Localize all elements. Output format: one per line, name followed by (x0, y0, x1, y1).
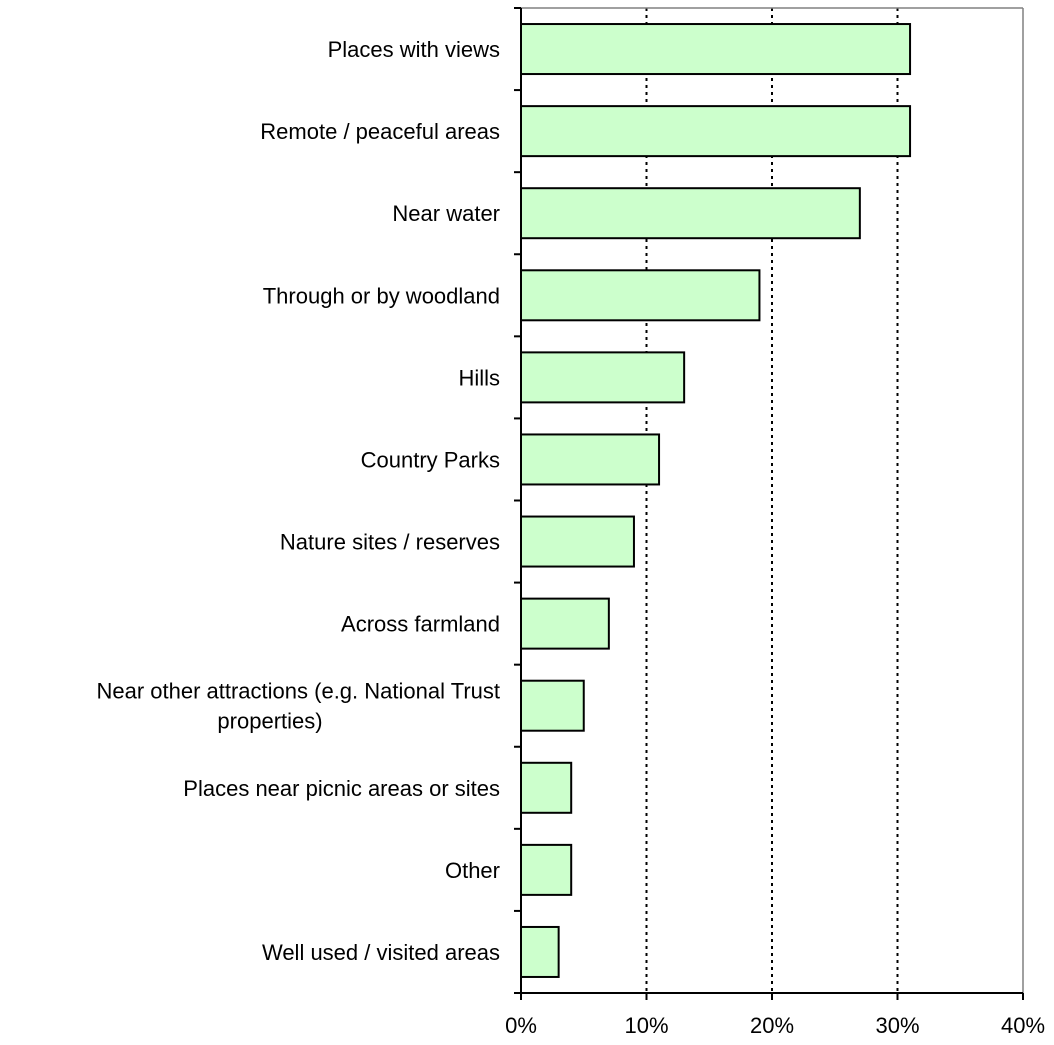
category-label-line: Other (445, 858, 500, 883)
category-label: Across farmland (341, 612, 500, 637)
x-tick-label: 30% (875, 1013, 919, 1038)
category-label-line: Places with views (328, 37, 500, 62)
bar (520, 679, 585, 732)
category-label: Hills (458, 365, 500, 390)
bar (520, 925, 560, 978)
category-label-line: Near water (392, 201, 500, 226)
bar (520, 515, 635, 568)
category-label: Places near picnic areas or sites (183, 776, 500, 801)
bar (520, 351, 686, 404)
category-labels: Places with views Remote / peaceful areas… (96, 37, 500, 965)
gridlines (645, 8, 899, 993)
bar (520, 843, 573, 896)
tick-labels: 0% 10% 20% 30% 40% (505, 1013, 1045, 1038)
category-label-line: Through or by woodland (263, 283, 500, 308)
category-label: Through or by woodland (263, 283, 500, 308)
axes (514, 7, 1024, 1000)
category-label: Near water (392, 201, 500, 226)
bar (520, 597, 610, 650)
category-label: Remote / peaceful areas (260, 119, 500, 144)
category-label: Nature sites / reserves (280, 530, 500, 555)
bar (520, 269, 761, 322)
x-tick-label: 20% (750, 1013, 794, 1038)
bar (520, 105, 912, 158)
category-label-line: Hills (458, 365, 500, 390)
x-tick-label: 40% (1001, 1013, 1045, 1038)
category-label: Places with views (328, 37, 500, 62)
category-label-line: Places near picnic areas or sites (183, 776, 500, 801)
x-tick-label: 0% (505, 1013, 537, 1038)
bar (520, 23, 912, 76)
category-label: Other (445, 858, 500, 883)
category-label-line: Near other attractions (e.g. National Tr… (96, 679, 500, 704)
category-label: Country Parks (361, 447, 500, 472)
category-label: Near other attractions (e.g. National Tr… (96, 679, 500, 734)
x-tick-label: 10% (624, 1013, 668, 1038)
bar (520, 433, 661, 486)
bar (520, 761, 573, 814)
category-label-line: properties) (217, 709, 322, 734)
category-label-line: Well used / visited areas (262, 940, 500, 965)
bars (520, 23, 912, 978)
bar (520, 187, 861, 240)
category-label-line: Nature sites / reserves (280, 530, 500, 555)
category-label-line: Across farmland (341, 612, 500, 637)
category-label-line: Country Parks (361, 447, 500, 472)
category-label: Well used / visited areas (262, 940, 500, 965)
category-label-line: Remote / peaceful areas (260, 119, 500, 144)
